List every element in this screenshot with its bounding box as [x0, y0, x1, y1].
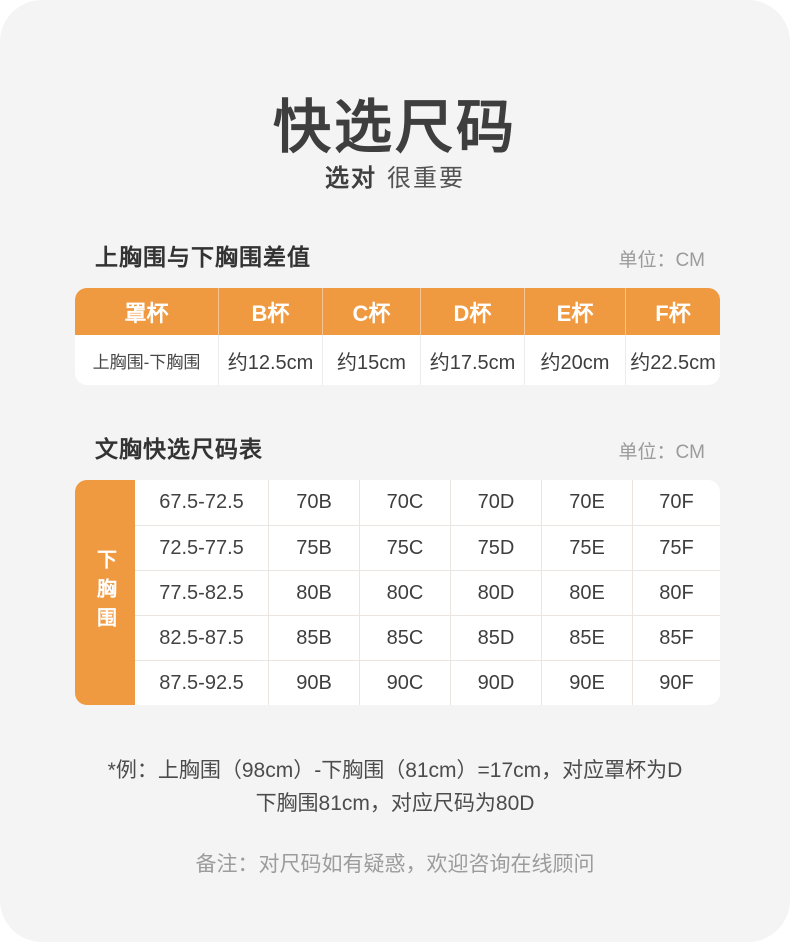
size-cell: 90B: [268, 660, 359, 705]
value-cell: 约22.5cm: [625, 335, 720, 385]
example-note-line2: 下胸围81cm，对应尺码为80D: [255, 792, 535, 815]
row-label-cell: 上胸围-下胸围: [92, 352, 201, 372]
size-cell: 80B: [268, 570, 359, 615]
size-cell: 80E: [541, 570, 632, 615]
diff-section-unit-label: 单位：CM: [618, 250, 705, 271]
size-cell: 70F: [632, 480, 720, 525]
size-cell: 70E: [541, 480, 632, 525]
diff-section-header: 上胸围与下胸围差值 单位：CM: [95, 238, 705, 272]
range-cell: 82.5-87.5: [135, 615, 268, 660]
header-cell: D杯: [420, 288, 524, 335]
value-cell: 约15cm: [322, 335, 420, 385]
size-cell: 70B: [268, 480, 359, 525]
header-cell: B杯: [218, 288, 322, 335]
size-cell: 85B: [268, 615, 359, 660]
size-cell: 75D: [450, 525, 541, 570]
size-cell: 80D: [450, 570, 541, 615]
size-cell: 80C: [359, 570, 450, 615]
cup-diff-table-header-row: 罩杯 B杯 C杯 D杯 E杯 F杯: [75, 288, 720, 335]
cup-diff-table-data-row: 上胸围-下胸围 约12.5cm 约15cm 约17.5cm 约20cm 约22.…: [75, 335, 720, 385]
size-cell: 75F: [632, 525, 720, 570]
header-cell: C杯: [322, 288, 420, 335]
value-cell: 约12.5cm: [218, 335, 322, 385]
range-cell: 87.5-92.5: [135, 660, 268, 705]
subtitle-emphasis: 选对: [325, 165, 377, 192]
page-title: 快选尺码: [272, 95, 517, 160]
size-cell: 85E: [541, 615, 632, 660]
underbust-side-label: 下胸围: [75, 480, 135, 705]
size-cell: 75E: [541, 525, 632, 570]
range-cell: 72.5-77.5: [135, 525, 268, 570]
value-cell: 约20cm: [524, 335, 625, 385]
size-cell: 90E: [541, 660, 632, 705]
size-cell: 70C: [359, 480, 450, 525]
value-cell: 约17.5cm: [420, 335, 524, 385]
subtitle-rest: 很重要: [387, 165, 465, 192]
remark-note: 备注：对尺码如有疑惑，欢迎咨询在线顾问: [195, 853, 595, 876]
size-cell: 90C: [359, 660, 450, 705]
size-cell: 70D: [450, 480, 541, 525]
cup-diff-table: 罩杯 B杯 C杯 D杯 E杯 F杯 上胸围-下胸围 约12.5cm 约15cm …: [75, 288, 720, 385]
size-section-header: 文胸快选尺码表 单位：CM: [95, 430, 705, 464]
range-cell: 67.5-72.5: [135, 480, 268, 525]
header-cell: 罩杯: [124, 300, 169, 326]
size-section-unit-label: 单位：CM: [618, 442, 705, 463]
size-cell: 85C: [359, 615, 450, 660]
header-cell: F杯: [625, 288, 720, 335]
size-cell: 90D: [450, 660, 541, 705]
example-note-line1: *例：上胸围（98cm）-下胸围（81cm）=17cm，对应罩杯为D: [107, 759, 683, 782]
size-cell: 85D: [450, 615, 541, 660]
size-cell: 90F: [632, 660, 720, 705]
range-cell: 77.5-82.5: [135, 570, 268, 615]
size-table: 下胸围 67.5-72.5 70B 70C 70D 70E 70F 72.5-7…: [75, 480, 720, 705]
size-cell: 75C: [359, 525, 450, 570]
diff-section-heading: 上胸围与下胸围差值: [95, 244, 311, 270]
size-cell: 80F: [632, 570, 720, 615]
size-section-heading: 文胸快选尺码表: [95, 436, 263, 462]
size-cell: 75B: [268, 525, 359, 570]
page-subtitle: 选对 很重要: [0, 158, 790, 193]
header-cell: E杯: [524, 288, 625, 335]
size-table-grid: 67.5-72.5 70B 70C 70D 70E 70F 72.5-77.5 …: [135, 480, 720, 705]
size-cell: 85F: [632, 615, 720, 660]
